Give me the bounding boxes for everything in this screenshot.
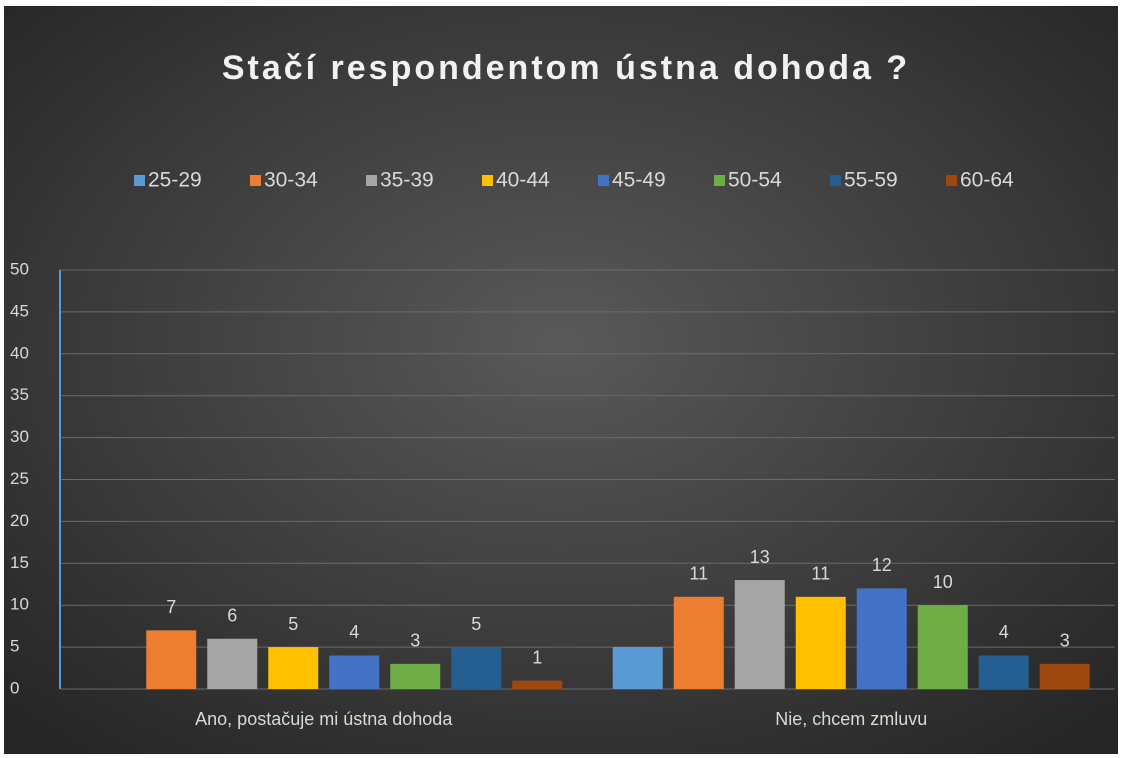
y-tick-label: 10	[10, 595, 29, 614]
legend-swatch	[482, 175, 493, 186]
bar	[673, 596, 724, 689]
data-label: 13	[750, 547, 770, 567]
bar	[512, 680, 563, 689]
legend-label: 25-29	[148, 169, 202, 192]
data-label: 6	[227, 605, 237, 625]
bar	[207, 638, 258, 689]
bar	[612, 647, 663, 689]
y-tick-label: 15	[10, 553, 29, 572]
legend-swatch	[250, 175, 261, 186]
bar	[978, 655, 1029, 689]
legend-label: 45-49	[612, 169, 666, 192]
data-label: 4	[349, 622, 359, 642]
legend-label: 55-59	[844, 169, 898, 192]
x-tick-label: Ano, postačuje mi ústna dohoda	[195, 709, 453, 729]
legend-label: 35-39	[380, 169, 434, 192]
bar	[734, 580, 785, 689]
legend-swatch	[830, 175, 841, 186]
data-label: 4	[999, 622, 1009, 642]
legend-swatch	[366, 175, 377, 186]
y-tick-label: 35	[10, 385, 29, 404]
legend-swatch	[134, 175, 145, 186]
data-label: 12	[872, 555, 892, 575]
y-tick-label: 5	[10, 637, 19, 656]
bar	[146, 630, 197, 689]
y-tick-label: 45	[10, 301, 29, 320]
bar	[795, 596, 846, 689]
x-tick-label: Nie, chcem zmluvu	[775, 709, 927, 729]
legend-swatch	[946, 175, 957, 186]
bar	[1039, 663, 1090, 689]
data-label: 7	[166, 597, 176, 617]
y-tick-label: 0	[10, 678, 19, 697]
y-tick-label: 40	[10, 343, 29, 362]
legend-swatch	[598, 175, 609, 186]
y-tick-label: 25	[10, 469, 29, 488]
chart-title: Stačí respondentom ústna dohoda ?	[222, 49, 910, 87]
data-label: 3	[410, 631, 420, 651]
data-label: 5	[288, 614, 298, 634]
y-tick-label: 20	[10, 511, 29, 530]
bar	[268, 647, 319, 689]
bar	[451, 647, 502, 689]
bar	[917, 605, 968, 689]
data-label: 10	[933, 572, 953, 592]
legend-label: 30-34	[264, 169, 318, 192]
y-tick-label: 50	[10, 259, 29, 278]
bar	[856, 588, 907, 689]
bar	[390, 663, 441, 689]
data-label: 1	[532, 647, 542, 667]
data-label: 11	[811, 564, 830, 584]
data-label: 3	[1060, 631, 1070, 651]
legend-label: 50-54	[728, 169, 782, 192]
y-tick-label: 30	[10, 427, 29, 446]
data-label: 5	[471, 614, 481, 634]
bar	[329, 655, 380, 689]
legend-swatch	[714, 175, 725, 186]
legend-label: 60-64	[960, 169, 1014, 192]
legend-label: 40-44	[496, 169, 550, 192]
data-label: 11	[689, 564, 708, 584]
